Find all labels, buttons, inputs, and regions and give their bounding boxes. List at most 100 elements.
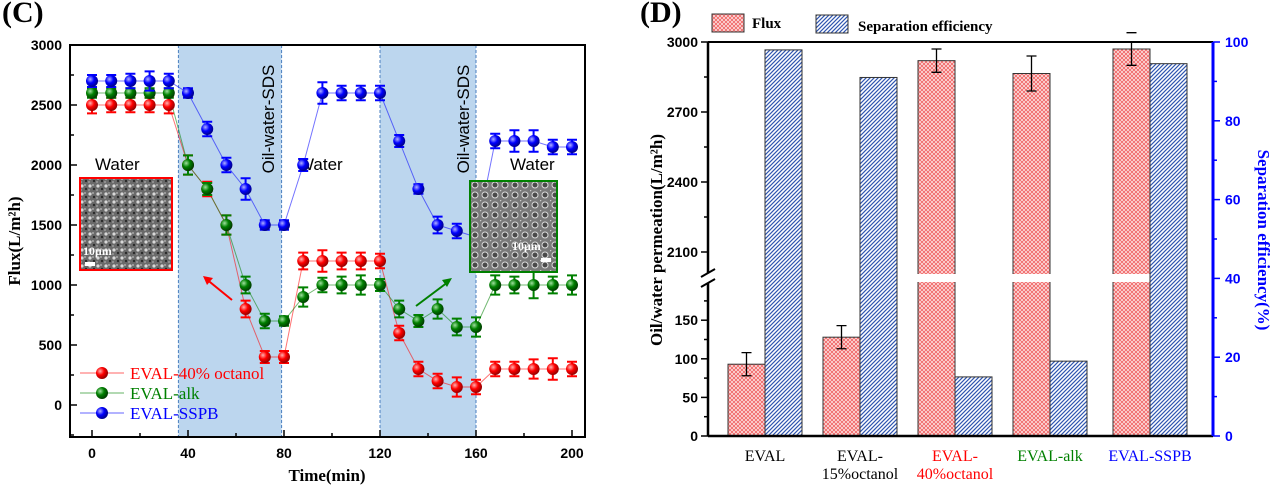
left-y-tick-label: 2100 [667,244,698,260]
data-point [489,279,502,291]
data-point [489,363,502,375]
green-arrow [415,281,449,307]
legend-label: EVAL-40% octanol [130,364,265,383]
data-point [278,351,290,363]
data-point [239,183,252,195]
data-point [566,279,578,291]
axis-break-mark [700,268,716,288]
data-point [470,381,482,393]
y-tick-label: 1000 [31,277,62,293]
data-point [220,219,233,231]
x-axis-title: Time(min) [288,466,365,485]
data-point [393,327,406,339]
data-point [162,75,175,87]
left-y-tick-label: 0 [690,428,698,444]
data-point [86,99,98,111]
separation-bar [1149,63,1188,437]
error-bar [1126,32,1137,66]
category-label: EVAL-alk [1017,448,1082,465]
left-y-axis-title: Oil/water permeation(L/m²h) [647,134,666,346]
inset-scale-label: 10μm [83,244,112,258]
data-point [124,75,137,87]
right-y-tick-label: 20 [1225,349,1241,365]
data-point [393,135,406,147]
data-point [316,255,329,267]
axis-break-gap [1012,274,1051,282]
water-annotation: Water [510,155,555,174]
x-tick-label: 200 [560,445,584,461]
shaded-region [380,45,476,437]
data-point [527,135,540,147]
left-y-tick-label: 50 [682,389,698,405]
right-y-axis-title: Separation efficiency(%) [1254,150,1273,331]
x-tick-label: 120 [368,445,392,461]
left-y-tick-label: 2700 [667,104,698,120]
category-label: 15%octanol [822,466,899,483]
data-point [412,183,425,195]
data-point [566,141,578,153]
axis-break-gap [1112,274,1151,282]
data-point [450,321,463,333]
data-point [335,255,348,267]
water-annotation: Water [298,155,343,174]
data-point [143,75,156,87]
sem-inset-image [469,180,558,273]
data-point [431,219,444,231]
water-annotation: Water [95,155,140,174]
right-y-tick-label: 100 [1225,34,1249,50]
category-label: EVAL- [837,448,883,465]
data-point [258,351,271,363]
separation-bar [954,376,993,437]
legend-swatch-flux [711,13,745,33]
separation-bar [859,76,898,437]
data-point [105,87,118,99]
legend-label: EVAL-SSPB [130,404,219,423]
green-arrow-head [442,278,452,287]
left-y-tick-label: 2400 [667,174,698,190]
data-point [470,321,482,333]
scale-bar [541,258,551,262]
x-tick-label: 160 [464,445,488,461]
scale-bar [85,262,95,266]
data-point [374,87,386,99]
data-point [258,219,271,231]
right-y-tick-label: 80 [1225,113,1241,129]
error-bar [836,324,847,350]
separation-bar [764,49,803,437]
y-axis-title: Flux(L/m²h) [5,196,24,285]
data-point [354,255,367,267]
data-point [546,141,559,153]
data-point [566,363,578,375]
data-point [489,135,502,147]
error-bar [931,48,942,73]
data-point [182,87,194,99]
data-point [124,99,137,111]
data-point [201,183,214,195]
y-tick-label: 2000 [31,157,62,173]
category-label: EVAL-SSPB [1108,448,1191,465]
legend-marker [96,367,108,379]
data-point [258,315,271,327]
data-point [354,279,367,291]
data-point [86,87,98,99]
y-tick-label: 0 [54,397,62,413]
plot-frame [69,44,586,438]
legend-label: EVAL-alk [130,384,200,403]
flux-bar [1012,73,1051,437]
data-point [450,381,463,393]
data-point [297,255,310,267]
right-y-tick-label: 0 [1225,428,1233,444]
inset-scale-label: 10μm [512,239,541,253]
axis-break-gap [917,274,956,282]
data-point [546,279,559,291]
data-point [508,135,521,147]
data-point [278,315,290,327]
y-tick-label: 1500 [31,217,62,233]
data-point [508,363,521,375]
data-point [374,255,386,267]
data-point [105,75,118,87]
data-point [316,87,329,99]
data-point [450,225,463,237]
data-point [239,303,252,315]
data-point [546,363,559,375]
